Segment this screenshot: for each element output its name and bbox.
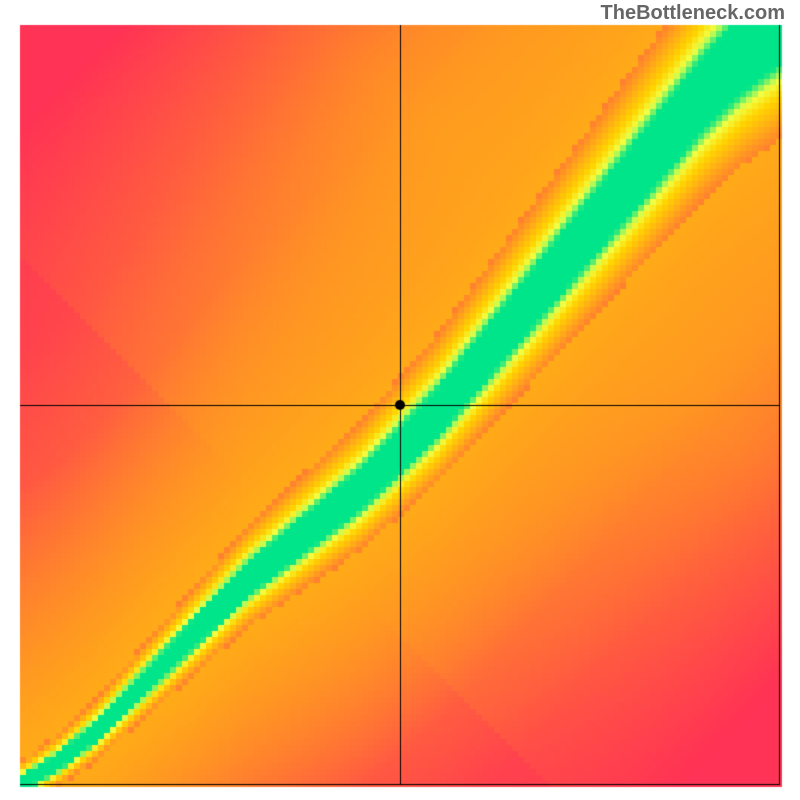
watermark-text: TheBottleneck.com xyxy=(601,2,785,25)
chart-container: TheBottleneck.com xyxy=(0,0,800,800)
heatmap-canvas xyxy=(0,0,800,800)
